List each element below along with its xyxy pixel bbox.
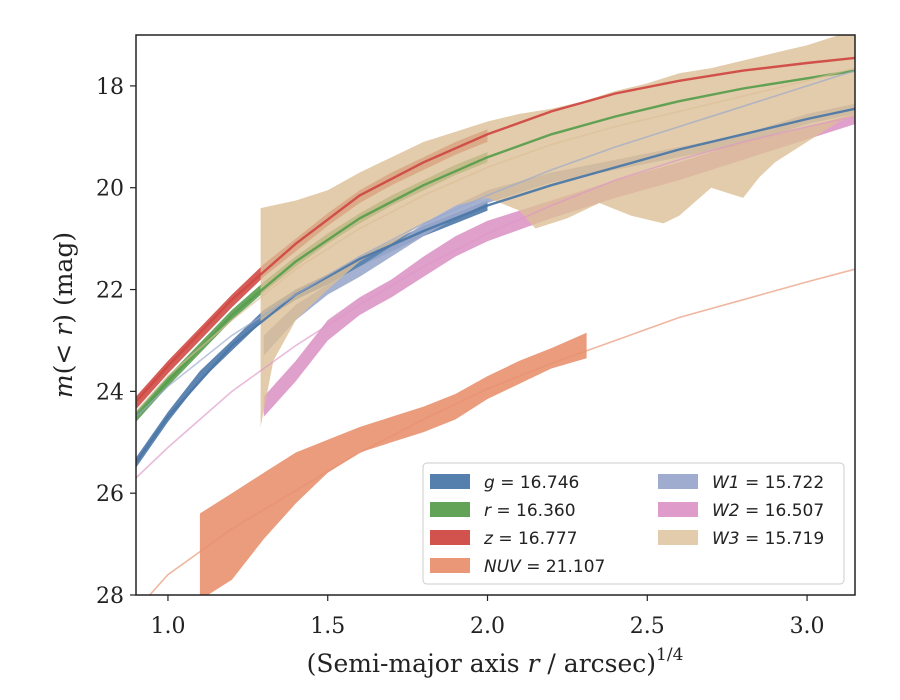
legend-label-z: z = 16.777 bbox=[483, 529, 577, 549]
y-tick-label: 28 bbox=[96, 584, 124, 609]
x-tick-label: 2.5 bbox=[630, 614, 665, 639]
legend-label-var: W2 bbox=[712, 501, 740, 521]
legend-label-value: = 16.507 bbox=[740, 501, 825, 521]
legend-label-value: = 16.360 bbox=[491, 501, 576, 521]
legend-label-g: g = 16.746 bbox=[484, 473, 579, 493]
legend-swatch-nuv bbox=[430, 558, 470, 573]
legend-label-value: = 16.746 bbox=[495, 473, 580, 493]
model-curve-r bbox=[136, 69, 855, 418]
y-axis-label-var: m bbox=[49, 374, 78, 398]
x-axis-label-var: r bbox=[528, 649, 542, 678]
legend-label-var: z bbox=[483, 529, 494, 549]
legend-swatch-w2 bbox=[658, 502, 698, 517]
x-axis-label-sup: 1/4 bbox=[656, 645, 683, 665]
x-axis-label-mid: / arcsec) bbox=[539, 649, 656, 678]
bands-layer bbox=[136, 35, 855, 595]
legend-swatch-g bbox=[430, 474, 470, 489]
model-curve-g bbox=[136, 107, 855, 464]
y-axis-label-r: r bbox=[49, 322, 78, 336]
legend-label-value: = 15.719 bbox=[740, 529, 825, 549]
legend-swatch-r bbox=[430, 502, 470, 517]
band-nuv bbox=[199, 332, 587, 595]
legend-swatch-z bbox=[430, 530, 470, 545]
x-tick-label: 3.0 bbox=[790, 614, 825, 639]
plot-frame bbox=[135, 34, 856, 596]
y-axis-label-open: ( bbox=[49, 365, 78, 375]
legend-swatch-w3 bbox=[658, 530, 698, 545]
legend-swatch-w1 bbox=[658, 474, 698, 489]
model-curves-layer bbox=[136, 56, 855, 595]
legend-label-nuv: NUV = 21.107 bbox=[484, 557, 605, 577]
x-tick-label: 2.0 bbox=[470, 614, 505, 639]
y-axis-label: m(< r) (mag) bbox=[49, 232, 78, 398]
x-axis-label-prefix: (Semi-major axis bbox=[307, 649, 528, 678]
y-tick-label: 20 bbox=[96, 177, 124, 202]
model-curve-w3 bbox=[136, 67, 855, 413]
y-tick-label: 18 bbox=[96, 75, 124, 100]
x-axis: 1.0 1.5 2.0 2.5 3.0 bbox=[150, 595, 825, 639]
legend-label-value: = 16.777 bbox=[493, 529, 578, 549]
model-curve-w1 bbox=[136, 69, 855, 418]
model-curve-z bbox=[136, 56, 855, 403]
legend-label-w2: W2 = 16.507 bbox=[712, 501, 824, 521]
legend-label-w1: W1 = 15.722 bbox=[712, 473, 824, 493]
y-tick-label: 22 bbox=[96, 279, 124, 304]
legend-label-r: r = 16.360 bbox=[484, 501, 576, 521]
legend-label-value: = 21.107 bbox=[521, 557, 606, 577]
legend-label-var: W1 bbox=[712, 473, 740, 493]
x-axis-label: (Semi-major axis r / arcsec)1/4 bbox=[307, 645, 684, 678]
legend-box bbox=[422, 462, 845, 585]
model-curve-w2 bbox=[136, 115, 855, 479]
legend-label-var: W3 bbox=[712, 529, 740, 549]
legend-label-value: = 15.722 bbox=[740, 473, 825, 493]
band-w3 bbox=[260, 35, 855, 427]
legend-label-var: NUV bbox=[484, 557, 522, 577]
y-axis: 18 20 22 24 26 28 bbox=[96, 75, 136, 609]
x-tick-label: 1.5 bbox=[310, 614, 345, 639]
model-curve-nuv bbox=[148, 268, 855, 595]
y-axis-label-close: ) (mag) bbox=[49, 232, 78, 324]
x-tick-label: 1.0 bbox=[150, 614, 185, 639]
legend-label-var: g bbox=[484, 473, 495, 493]
y-tick-label: 24 bbox=[96, 380, 124, 405]
legend-label-w3: W3 = 15.719 bbox=[712, 529, 824, 549]
y-tick-label: 26 bbox=[96, 482, 124, 507]
legend-label-var: r bbox=[484, 501, 492, 521]
y-axis-label-lt: < bbox=[49, 336, 78, 365]
